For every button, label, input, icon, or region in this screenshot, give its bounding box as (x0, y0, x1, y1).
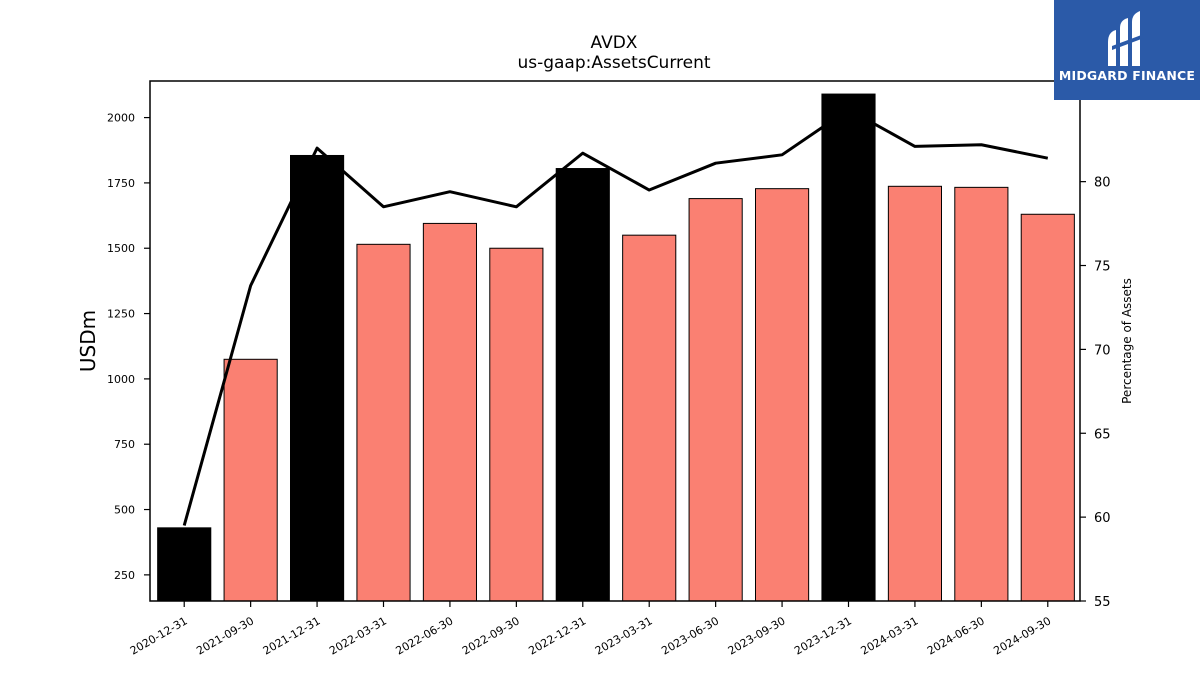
bar (887, 185, 942, 602)
bar (622, 234, 677, 602)
y-tick-label: 750 (114, 438, 135, 451)
x-tick-label: 2022-06-30 (394, 614, 456, 657)
bar (821, 93, 876, 602)
x-tick-label: 2023-03-31 (593, 614, 655, 657)
y-tick-label: 1250 (107, 308, 135, 321)
y2-tick-label: 55 (1094, 595, 1111, 610)
y-tick-label: 250 (114, 569, 135, 582)
y-tick-label: 500 (114, 504, 135, 517)
bar (954, 186, 1009, 602)
bars-layer (157, 93, 1075, 602)
y-axis-label: USDm (76, 310, 100, 372)
x-tick-label: 2024-09-30 (991, 614, 1053, 657)
y-tick-label: 1000 (107, 373, 135, 386)
x-tick-label: 2023-06-30 (659, 614, 721, 657)
brand-name: MIDGARD FINANCE (1058, 68, 1196, 83)
x-tick-label: 2023-12-31 (792, 614, 854, 657)
chart-title: AVDX (591, 33, 638, 53)
y2-tick-label: 80 (1094, 176, 1111, 191)
y2-tick-label: 70 (1094, 343, 1111, 358)
bar (422, 222, 478, 602)
y-tick-label: 1500 (107, 242, 135, 255)
bar (356, 243, 411, 602)
x-tick-label: 2024-03-31 (859, 614, 921, 657)
x-tick-label: 2022-09-30 (460, 614, 522, 657)
y-tick-label: 2000 (107, 112, 135, 125)
x-tick-label: 2021-12-31 (261, 614, 323, 657)
plot-frame (149, 80, 1081, 602)
y2-tick-label: 60 (1094, 511, 1111, 526)
y2-tick-label: 65 (1094, 427, 1111, 442)
x-tick-label: 2022-12-31 (526, 614, 588, 657)
bar (489, 247, 544, 602)
y2-axis-label: Percentage of Assets (1120, 278, 1134, 404)
midgard-logo-icon (1108, 11, 1144, 66)
x-tick-label: 2020-12-31 (128, 614, 190, 657)
chart-subtitle: us-gaap:AssetsCurrent (517, 53, 710, 73)
brand-logo: MIDGARD FINANCE (1054, 0, 1200, 100)
x-tick-label: 2023-09-30 (726, 614, 788, 657)
bar (1020, 213, 1075, 602)
x-tick-label: 2021-09-30 (194, 614, 256, 657)
x-tick-label: 2024-06-30 (925, 614, 987, 657)
bar (290, 154, 345, 602)
bar (223, 358, 278, 602)
bar (688, 198, 743, 602)
x-tick-label: 2022-03-31 (327, 614, 389, 657)
bar (755, 188, 810, 602)
line-layer (182, 108, 1049, 526)
bar (555, 168, 610, 602)
bar (157, 527, 212, 602)
y-tick-label: 1750 (107, 177, 135, 190)
percentage-line (182, 108, 1049, 526)
y2-tick-label: 75 (1094, 260, 1111, 275)
